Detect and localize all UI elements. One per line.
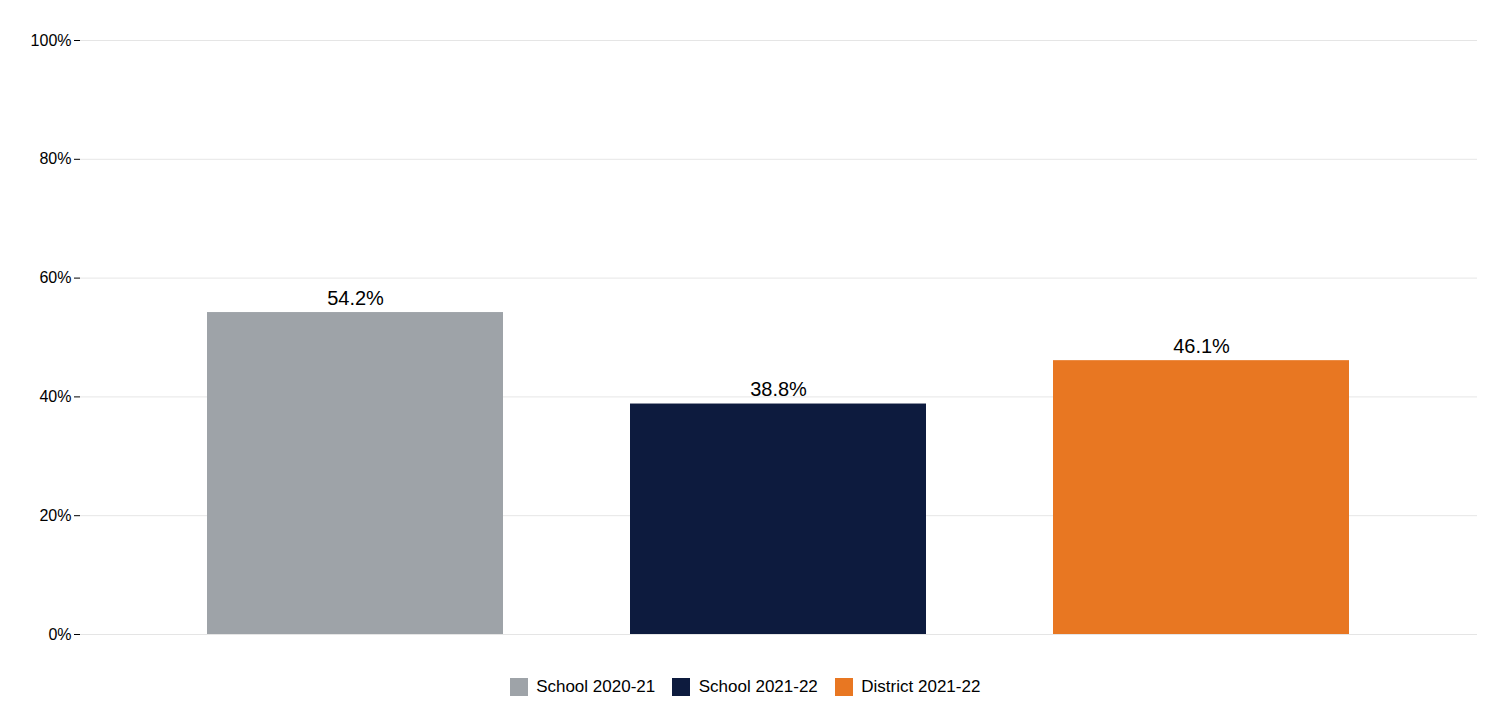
svg-text:40%: 40%	[39, 388, 71, 405]
svg-text:46.1%: 46.1%	[1173, 335, 1230, 357]
svg-text:54.2%: 54.2%	[327, 287, 384, 309]
svg-text:0%: 0%	[48, 626, 71, 643]
svg-text:38.8%: 38.8%	[750, 378, 807, 400]
html-text:School 2020-21: School 2020-21	[536, 676, 656, 696]
svg-text:60%: 60%	[39, 269, 71, 286]
html-text:District 2021-22: District 2021-22	[861, 676, 981, 696]
html-text:School 2021-22: School 2021-22	[698, 676, 818, 696]
svg-text:20%: 20%	[39, 507, 71, 524]
svg-text:100%: 100%	[31, 32, 72, 49]
svg-text:80%: 80%	[39, 150, 71, 167]
